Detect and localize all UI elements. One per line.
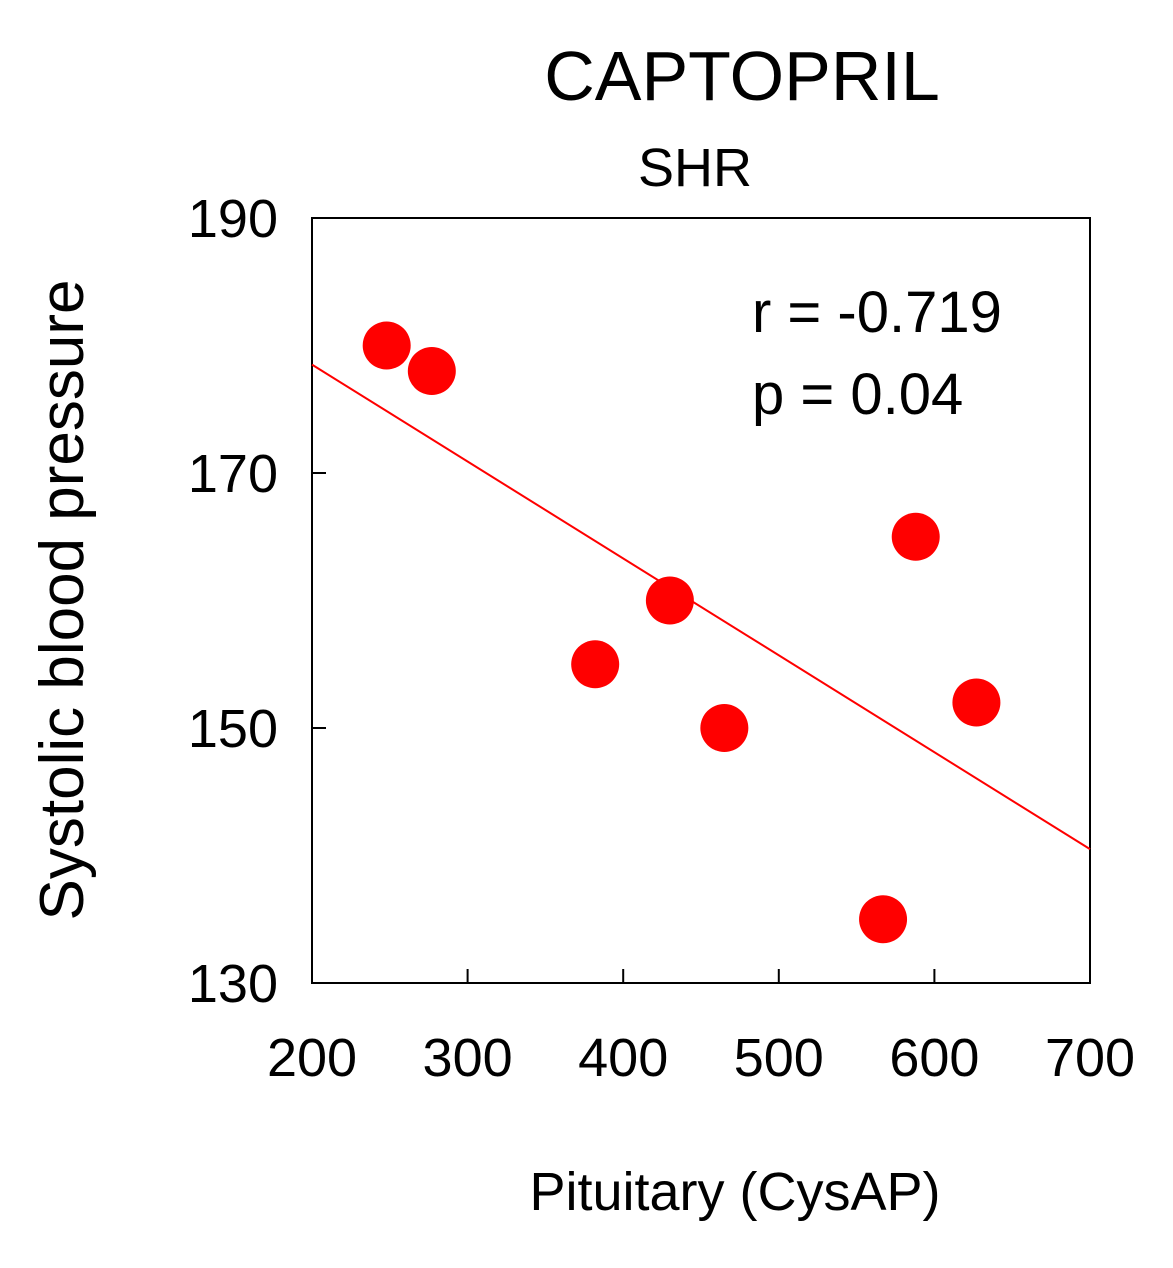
y-tick-label: 130 (188, 954, 278, 1014)
data-point (362, 321, 411, 370)
data-point (645, 576, 694, 625)
data-point (700, 704, 749, 752)
data-point (407, 347, 456, 395)
x-tick-label: 400 (578, 1028, 668, 1088)
data-point (891, 512, 940, 561)
data-point (859, 895, 908, 944)
correlation-annotation: r = -0.719 (752, 280, 1002, 345)
plot-frame (311, 217, 1091, 984)
y-axis: 130 150 170 190 (188, 189, 326, 1014)
x-axis: 200 300 400 500 600 700 (267, 969, 1135, 1088)
x-tick-label: 200 (267, 1028, 357, 1088)
y-axis-label: Systolic blood pressure (28, 280, 97, 921)
y-tick-label: 150 (188, 699, 278, 759)
y-tick-label: 190 (188, 189, 278, 249)
p-value-annotation: p = 0.04 (752, 362, 963, 427)
x-tick-label: 600 (889, 1028, 979, 1088)
chart-subtitle: SHR (638, 138, 752, 198)
y-tick-label: 170 (188, 444, 278, 504)
x-tick-label: 700 (1045, 1028, 1135, 1088)
x-tick-label: 500 (734, 1028, 824, 1088)
chart-title: CAPTOPRIL (544, 37, 940, 115)
regression-line (311, 363, 1091, 850)
data-point (952, 678, 1001, 727)
data-points (362, 321, 1001, 944)
x-axis-label: Pituitary (CysAP) (529, 1162, 940, 1222)
data-point (571, 640, 620, 689)
x-tick-label: 300 (423, 1028, 513, 1088)
